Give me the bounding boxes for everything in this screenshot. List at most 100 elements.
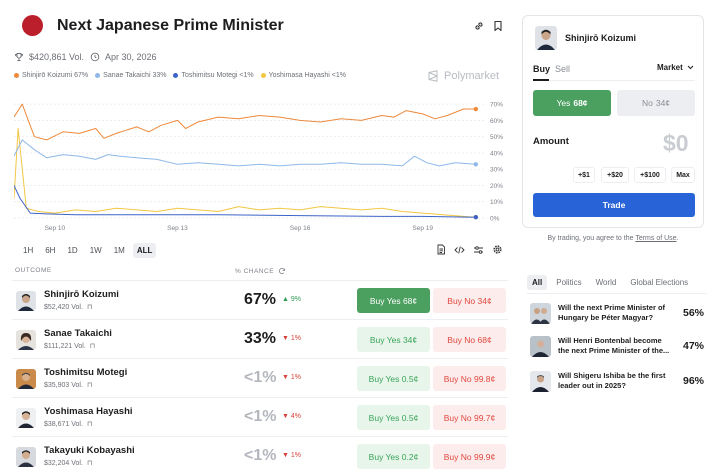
- refresh-icon[interactable]: [278, 267, 286, 275]
- buy-yes-button[interactable]: Buy Yes 0.2¢: [357, 444, 430, 469]
- chance-change: ▼ 1%: [282, 374, 301, 381]
- active-tab-indicator: [533, 79, 549, 81]
- max-button[interactable]: Max: [671, 167, 695, 183]
- chance-value: <1%: [244, 369, 277, 386]
- series-endpoint: [473, 162, 479, 167]
- market-thumbnail: [530, 303, 551, 324]
- terms-link[interactable]: Terms of Use: [635, 235, 677, 242]
- series-line: [14, 128, 476, 218]
- outcome-row[interactable]: Toshimitsu Motegi $35,903 Vol. ⊓ <1% ▼ 1%…: [12, 358, 508, 397]
- market-chance: 96%: [682, 375, 704, 387]
- market-question: Will the next Prime Minister of Hungary …: [558, 303, 666, 322]
- legend-item: Sanae Takaichi 33%: [95, 72, 166, 79]
- outcome-row[interactable]: Yoshimasa Hayashi $38,671 Vol. ⊓ <1% ▼ 4%…: [12, 397, 508, 436]
- buy-tab[interactable]: Buy: [533, 64, 551, 74]
- polymarket-logo: Polymarket: [427, 70, 499, 82]
- candidate-avatar: [16, 369, 36, 389]
- trade-button[interactable]: Trade: [533, 193, 695, 217]
- legend-item: Shinjirō Koizumi 67%: [14, 72, 88, 79]
- chance-value: 33%: [244, 330, 277, 347]
- outcome-row[interactable]: Shinjirō Koizumi $52,420 Vol. ⊓ 67% ▲ 9% …: [12, 280, 508, 319]
- x-tick-label: Sep 13: [167, 225, 188, 232]
- order-type-dropdown[interactable]: Market: [657, 63, 694, 72]
- buy-no-button[interactable]: Buy No 68¢: [433, 327, 506, 352]
- price-history-chart[interactable]: 70% 60% 50% 40% 30% 20% 10% 0% Sep 10 Sep 13 Sep 1…: [14, 90, 508, 236]
- link-icon[interactable]: [472, 19, 486, 33]
- related-market-item[interactable]: Will Henri Bontenbal become the next Pri…: [530, 336, 705, 360]
- outcome-row[interactable]: Sanae Takaichi $111,221 Vol. ⊓ 33% ▼ 1% B…: [12, 319, 508, 358]
- add-20-button[interactable]: +$20: [601, 167, 629, 183]
- market-chance: 47%: [682, 340, 704, 352]
- buy-no-button[interactable]: Buy No 34¢: [433, 288, 506, 313]
- add-100-button[interactable]: +$100: [634, 167, 666, 183]
- trade-panel: Shinjirō Koizumi Buy Sell Market Yes 68¢ …: [522, 15, 704, 228]
- candidate-avatar: [535, 26, 557, 50]
- related-market-item[interactable]: Will the next Prime Minister of Hungary …: [530, 303, 705, 327]
- related-tab-global-elections[interactable]: Global Elections: [630, 278, 689, 287]
- volume-meta: $420,861 Vol.: [14, 52, 84, 62]
- chance-change: ▼ 1%: [282, 452, 301, 459]
- y-tick-label: 70%: [490, 102, 503, 109]
- amount-input[interactable]: $0: [663, 130, 689, 156]
- x-tick-label: Sep 16: [290, 225, 311, 232]
- chance-value: <1%: [244, 408, 277, 425]
- legend-item: Yoshimasa Hayashi <1%: [260, 72, 346, 79]
- range-1h-button[interactable]: 1H: [23, 246, 34, 255]
- page-title: Next Japanese Prime Minister: [57, 17, 284, 34]
- y-tick-label: 20%: [490, 183, 503, 190]
- buy-yes-button[interactable]: Buy Yes 0.5¢: [357, 405, 430, 430]
- buy-yes-button[interactable]: Buy Yes 0.5¢: [357, 366, 430, 391]
- legend-dot-icon: [14, 73, 19, 78]
- buy-yes-button[interactable]: Buy Yes 34¢: [357, 327, 430, 352]
- trophy-icon: ⊓: [86, 460, 93, 467]
- settings-sliders-icon[interactable]: [472, 243, 485, 256]
- related-tab-world[interactable]: World: [595, 278, 617, 287]
- x-tick-label: Sep 10: [45, 225, 66, 232]
- buy-no-button[interactable]: Buy No 99.9¢: [433, 444, 506, 469]
- range-1m-button[interactable]: 1M: [113, 246, 125, 255]
- date-meta: Apr 30, 2026: [90, 52, 157, 62]
- trophy-icon: ⊓: [86, 382, 93, 389]
- trophy-icon: ⊓: [86, 421, 93, 428]
- range-1d-button[interactable]: 1D: [67, 246, 78, 255]
- tab-divider: [533, 80, 695, 81]
- document-icon[interactable]: [434, 243, 447, 256]
- no-outcome-button[interactable]: No 34¢: [617, 90, 695, 116]
- end-date: Apr 30, 2026: [105, 52, 157, 62]
- related-tab-politics[interactable]: Politics: [556, 278, 582, 287]
- candidate-volume: $32,204 Vol. ⊓: [44, 459, 93, 468]
- related-tab-all[interactable]: All: [527, 275, 548, 290]
- clock-icon: [90, 52, 100, 62]
- range-all-button[interactable]: ALL: [132, 243, 157, 258]
- buy-no-button[interactable]: Buy No 99.7¢: [433, 405, 506, 430]
- candidate-avatar: [16, 291, 36, 311]
- outcome-row[interactable]: Takayuki Kobayashi $32,204 Vol. ⊓ <1% ▼ 1…: [12, 436, 508, 475]
- candidate-volume: $35,903 Vol. ⊓: [44, 381, 93, 390]
- chance-change: ▼ 4%: [282, 413, 301, 420]
- gear-icon[interactable]: [491, 243, 504, 256]
- range-6h-button[interactable]: 6H: [45, 246, 56, 255]
- legend-dot-icon: [173, 73, 179, 78]
- embed-code-icon[interactable]: [453, 243, 466, 256]
- chance-value: 67%: [244, 291, 277, 308]
- bookmark-icon[interactable]: [491, 19, 505, 33]
- y-tick-label: 30%: [490, 167, 503, 174]
- yes-outcome-button[interactable]: Yes 68¢: [533, 90, 611, 116]
- polymarket-logo-icon: [428, 70, 438, 82]
- candidate-name: Sanae Takaichi: [44, 328, 112, 339]
- trophy-icon: ⊓: [89, 343, 96, 350]
- buy-yes-button[interactable]: Buy Yes 68¢: [357, 288, 430, 313]
- x-tick-label: Sep 19: [412, 225, 433, 232]
- related-market-item[interactable]: Will Shigeru Ishiba be the first leader …: [530, 371, 705, 395]
- series-line: [14, 139, 476, 167]
- candidate-name: Shinjirō Koizumi: [44, 289, 119, 300]
- add-1-button[interactable]: +$1: [573, 167, 595, 183]
- sell-tab[interactable]: Sell: [555, 64, 571, 74]
- range-1w-button[interactable]: 1W: [89, 246, 102, 255]
- market-thumbnail: [530, 371, 551, 392]
- buy-no-button[interactable]: Buy No 99.8¢: [433, 366, 506, 391]
- trophy-icon: [15, 53, 23, 61]
- terms-notice: By trading, you agree to the Terms of Us…: [547, 235, 679, 242]
- chance-change: ▲ 9%: [282, 296, 301, 303]
- y-tick-label: 60%: [490, 118, 503, 125]
